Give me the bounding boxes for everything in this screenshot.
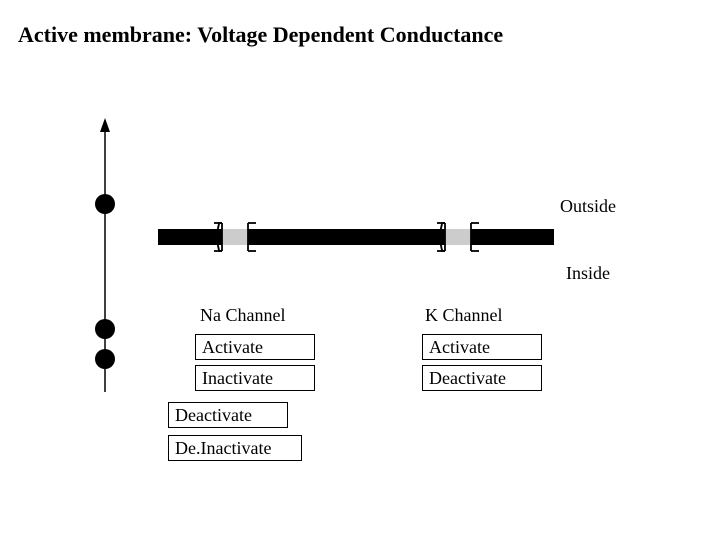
inside-label: Inside <box>566 263 610 284</box>
na-deinactivate-button[interactable]: De.Inactivate <box>168 435 302 461</box>
k-activate-button[interactable]: Activate <box>422 334 542 360</box>
k-channel-label: K Channel <box>425 305 502 326</box>
membrane-diagram <box>0 0 720 540</box>
na-deactivate-button[interactable]: Deactivate <box>168 402 288 428</box>
k-deactivate-button[interactable]: Deactivate <box>422 365 542 391</box>
outside-label: Outside <box>560 196 616 217</box>
na-activate-button[interactable]: Activate <box>195 334 315 360</box>
na-inactivate-button[interactable]: Inactivate <box>195 365 315 391</box>
na-channel-label: Na Channel <box>200 305 285 326</box>
